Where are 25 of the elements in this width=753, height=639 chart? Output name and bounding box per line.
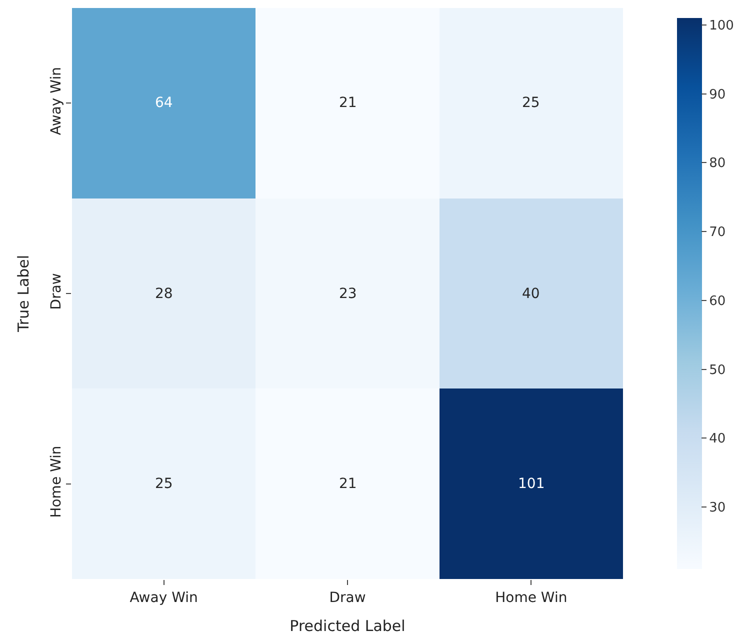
y-axis-title: True Label bbox=[14, 254, 33, 334]
y-tick-label: Home Win bbox=[48, 446, 64, 518]
data-label: 25 bbox=[522, 95, 540, 111]
color-bar-label: 60 bbox=[709, 294, 726, 309]
color-bar-label: 70 bbox=[709, 225, 726, 240]
data-label: 101 bbox=[518, 476, 545, 492]
data-label: 23 bbox=[339, 286, 357, 302]
x-axis-title: Predicted Label bbox=[290, 616, 406, 635]
data-label: 28 bbox=[155, 286, 173, 302]
color-bar-label: 30 bbox=[709, 500, 726, 516]
x-tick-label: Draw bbox=[329, 590, 366, 606]
x-tick-label: Away Win bbox=[130, 590, 198, 606]
color-bar-label: 90 bbox=[709, 87, 726, 102]
data-label: 21 bbox=[339, 95, 357, 111]
color-bar-label: 50 bbox=[709, 362, 726, 378]
color-bar-label: 80 bbox=[709, 156, 726, 172]
x-tick-label: Home Win bbox=[495, 590, 568, 606]
data-label: 21 bbox=[339, 476, 357, 492]
color-bar-label: 40 bbox=[709, 432, 726, 447]
data-label: 40 bbox=[522, 286, 540, 302]
data-label: 25 bbox=[155, 476, 173, 492]
data-label: 64 bbox=[155, 95, 173, 111]
color-bar-label: 100 bbox=[709, 18, 734, 34]
y-tick-label: Draw bbox=[48, 273, 64, 310]
y-tick-label: Away Win bbox=[48, 67, 64, 136]
